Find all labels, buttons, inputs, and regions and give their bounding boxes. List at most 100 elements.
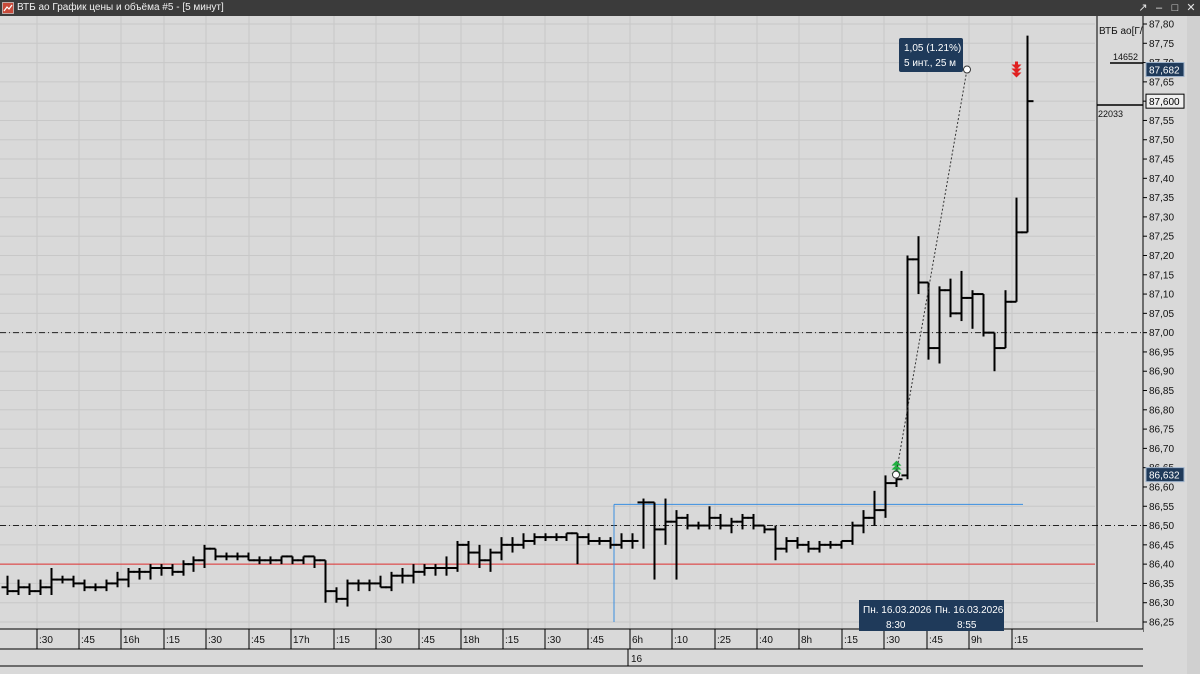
ohlc-bar [209, 547, 222, 561]
level-lines [0, 332, 1143, 622]
ohlc-bar [582, 533, 595, 545]
time-tick-label: :30 [39, 635, 53, 646]
price-tick-label: 87,25 [1149, 232, 1174, 243]
arrow-chevron [1011, 68, 1022, 74]
ohlc-bar [484, 548, 497, 572]
overlay-labels: Пн. 16.03.2026 8:30 Пн. 16.03.2026 8:55 [859, 16, 1200, 674]
time-start-label: 8:30 [886, 620, 906, 631]
ohlc-bar [966, 290, 979, 329]
measure-tool[interactable]: 1,05 (1.21%) 5 инт., 25 м [892, 38, 971, 479]
ohlc-bar [879, 475, 892, 518]
price-tick-label: 87,50 [1149, 135, 1174, 146]
ohlc-bar [133, 567, 146, 580]
measure-handle-end [963, 65, 971, 74]
price-badge-text: 87,682 [1149, 66, 1180, 77]
ohlc-bar [34, 579, 47, 595]
price-tick-label: 87,35 [1149, 193, 1174, 204]
ohlc-bar [539, 533, 552, 541]
time-tick-label: :15 [505, 635, 519, 646]
price-chart[interactable]: 1,05 (1.21%)5 инт., 25 м 87,8087,7587,70… [0, 16, 1200, 674]
time-tick-label: :45 [590, 635, 604, 646]
ohlc-bar [177, 560, 190, 576]
ohlc-bar [571, 532, 584, 565]
price-tick-label: 87,15 [1149, 270, 1174, 281]
time-tick-label: 6h [632, 635, 643, 646]
price-tick-label: 86,45 [1149, 540, 1174, 551]
ohlc-bar [824, 540, 837, 549]
price-badge: 86,632 [1145, 467, 1185, 483]
date-label: 16 [631, 654, 643, 665]
time-tick-label: :30 [886, 635, 900, 646]
price-tick-label: 86,40 [1149, 560, 1174, 571]
ohlc-bar [231, 552, 244, 561]
ohlc-bar [100, 579, 113, 592]
measure-change-text: 1,05 (1.21%) [904, 43, 961, 54]
ohlc-bar [286, 555, 299, 565]
instrument-label: ВТБ ао[Г/ [1099, 26, 1143, 37]
ohlc-bar [418, 564, 431, 576]
time-tick-label: :15 [166, 635, 180, 646]
ohlc-bar [648, 501, 661, 580]
ohlc-bar [791, 537, 804, 549]
price-tick-label: 86,80 [1149, 405, 1174, 416]
ohlc-bar [517, 533, 530, 549]
title-bar: ВТБ ао График цены и объёма #5 - [5 мину… [0, 0, 1200, 16]
price-tick-label: 86,85 [1149, 386, 1174, 397]
measure-handle-start [892, 470, 900, 479]
price-tick-label: 86,70 [1149, 444, 1174, 455]
price-tick-label: 86,35 [1149, 579, 1174, 590]
ohlc-bar [319, 559, 332, 603]
ohlc-bar [1021, 35, 1034, 234]
price-tick-label: 86,55 [1149, 502, 1174, 513]
ohlc-bar [813, 540, 826, 553]
ohlc-bar [901, 255, 914, 480]
ohlc-bar [396, 567, 409, 584]
price-badge-text: 86,632 [1149, 471, 1180, 482]
arrow-chevron [891, 460, 902, 466]
price-tick-label: 87,30 [1149, 212, 1174, 223]
time-axis[interactable]: :30:45 16h:15:30:45 17h:15:30:45 18h:15:30:… [0, 628, 1143, 667]
ohlc-bar [144, 564, 157, 580]
price-tick-label: 86,75 [1149, 425, 1174, 436]
time-tick-label: :45 [251, 635, 265, 646]
ohlc-bar [659, 498, 672, 545]
ohlc-bar [560, 532, 573, 541]
up-icon[interactable]: ↗ [1138, 2, 1148, 14]
price-badge: 87,682 [1145, 62, 1185, 78]
time-tick-label: :45 [81, 635, 95, 646]
close-icon[interactable]: ✕ [1186, 2, 1196, 14]
ohlc-bar [604, 537, 617, 549]
date-start-label: Пн. 16.03.2026 [863, 605, 932, 616]
price-tick-label: 87,05 [1149, 309, 1174, 320]
ohlc-bar [769, 525, 782, 561]
ohlc-bar [308, 555, 321, 568]
maximize-icon[interactable]: □ [1171, 2, 1179, 14]
time-axis-bg [0, 629, 1143, 649]
price-badge: 87,600 [1145, 93, 1185, 109]
price-axis[interactable]: 87,8087,7587,7087,6587,6087,5587,5087,45… [1096, 16, 1185, 632]
time-tick-label: :15 [844, 635, 858, 646]
price-badge-bg [1145, 93, 1185, 109]
time-tick-label: :30 [208, 635, 222, 646]
volume-label: 22033 [1098, 109, 1123, 119]
arrow-stem [1015, 61, 1018, 66]
minimize-icon[interactable]: – [1155, 2, 1163, 14]
ohlc-bar [857, 510, 870, 534]
price-tick-label: 87,10 [1149, 290, 1174, 301]
time-tick-label: 18h [463, 635, 480, 646]
ohlc-bar [736, 513, 749, 530]
ohlc-bar [56, 575, 69, 584]
ohlc-bar [264, 556, 277, 565]
ohlc-bar [977, 293, 990, 337]
ohlc-bar [868, 490, 881, 526]
ohlc-bar [451, 540, 464, 572]
measure-info-badge: 1,05 (1.21%) 5 инт., 25 м [899, 38, 963, 72]
time-tick-label: :30 [547, 635, 561, 646]
app-icon [2, 2, 14, 14]
ohlc-bar [681, 513, 694, 530]
ohlc-bar [429, 564, 442, 576]
price-badge-bg [1145, 62, 1185, 78]
ohlc-bar [363, 579, 376, 592]
price-tick-label: 86,30 [1149, 598, 1174, 609]
